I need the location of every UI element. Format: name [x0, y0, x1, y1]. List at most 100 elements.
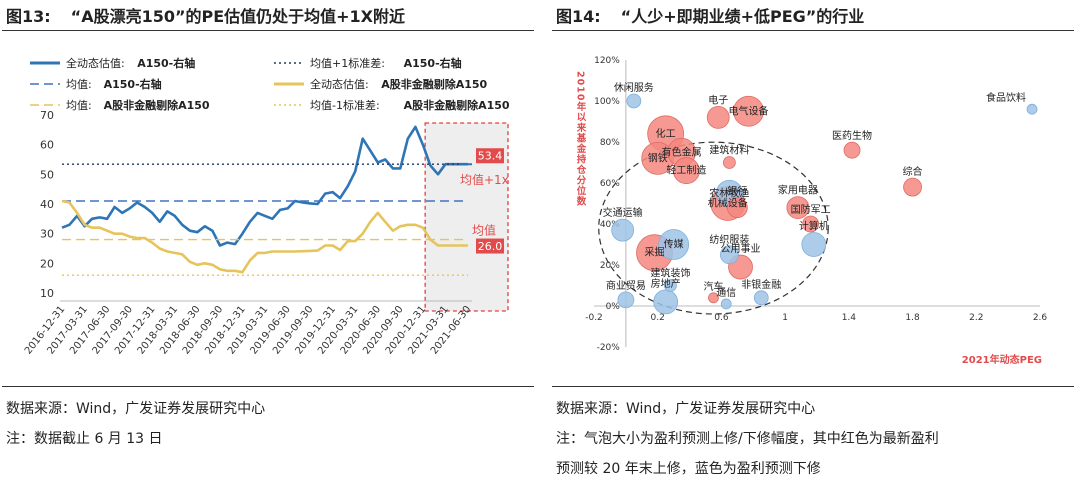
x-axis-title: 2021年动态PEG — [962, 353, 1042, 366]
bubble-休闲服务 — [626, 93, 642, 109]
bubble-银行 — [726, 197, 748, 219]
series-line — [61, 125, 468, 247]
bubble-label: 化工 — [656, 127, 676, 140]
a150-value-label: 53.4 — [478, 150, 503, 163]
right-bottom-rule — [552, 386, 1074, 387]
bubble-传媒 — [658, 229, 690, 260]
right-figure-title: 图14: “人少+即期业绩+低PEG”的行业 — [556, 3, 864, 27]
y-tick-label: 40 — [40, 198, 54, 211]
y-tick-label: -20% — [597, 343, 621, 353]
legend-label: 均值: — [66, 99, 92, 112]
y-tick-label: 20 — [40, 257, 54, 270]
bubble-家用电器 — [786, 196, 810, 220]
bubble-label: 农林牧渔 — [709, 186, 749, 199]
y-tick-label: 10 — [40, 287, 54, 300]
x-tick-label: 1 — [782, 313, 788, 323]
left-title-text: “A股漂亮150”的PE估值仍处于均值+1X附近 — [70, 7, 406, 26]
legend-label: 均值-1标准差: — [310, 98, 380, 112]
bubble-label: 建筑装饰 — [650, 267, 690, 280]
y-tick-label: 100% — [594, 97, 620, 107]
x-tick-label: 1.4 — [842, 313, 857, 323]
left-figure-panel: 图13: “A股漂亮150”的PE估值仍处于均值+1X附近 全动态估值: A150-… — [2, 3, 534, 447]
x-tick-label: 2.6 — [1033, 313, 1048, 323]
right-top-rule — [552, 30, 1074, 31]
bubble-label: 家用电器 — [778, 184, 818, 197]
bubble-label: 通信 — [716, 287, 736, 299]
legend-series-name: A150-右轴 — [404, 56, 462, 70]
legend-series-name: A150-右轴 — [104, 77, 162, 91]
left-figure-number: 图13: — [6, 7, 51, 26]
y-tick-label: 40% — [600, 220, 620, 230]
bubble-非银金融 — [753, 290, 769, 306]
y-tick-label: 60% — [600, 179, 620, 189]
legend-label: 均值+1标准差: — [310, 56, 385, 70]
bubble-国防军工 — [802, 215, 820, 233]
bubble-商业贸易 — [617, 291, 635, 309]
bubble-电气设备 — [733, 95, 764, 127]
bubble-label: 银行 — [727, 185, 747, 198]
bubble-label: 交通运输 — [603, 206, 643, 219]
x-tick-label: 2.2 — [969, 313, 983, 323]
right-note-line2: 预测较 20 年末上修，蓝色为盈利预测下修 — [556, 461, 821, 477]
bubble-房地产 — [653, 289, 679, 315]
bubble-电子 — [706, 106, 730, 129]
bubble-label: 计算机 — [799, 220, 829, 233]
bubble-汽车 — [708, 292, 719, 304]
bubble-label: 医药生物 — [832, 129, 872, 142]
x-tick-label: 0.2 — [651, 313, 665, 323]
bubble-label: 房地产 — [651, 277, 681, 290]
series-line — [61, 199, 468, 274]
bubble-综合 — [903, 177, 922, 197]
bubble-label: 轻工制造 — [666, 164, 706, 177]
legend-label: 全动态估值: — [66, 56, 125, 70]
bubble-计算机 — [801, 232, 827, 257]
legend-series-name: A150-右轴 — [137, 56, 195, 70]
bubble-食品饮料 — [1026, 103, 1038, 115]
y-tick-label: 120% — [594, 56, 620, 66]
left-top-rule — [2, 30, 534, 31]
y-tick-label: 80% — [600, 138, 620, 148]
bubble-label: 电子 — [708, 93, 728, 106]
bubble-label: 电气设备 — [729, 104, 769, 117]
other-value-label: 26.0 — [478, 240, 503, 253]
legend-series-name: A股非金融剔除A150 — [104, 98, 210, 112]
bubble-label: 有色金属 — [662, 145, 702, 158]
mean-label: 均值 — [472, 223, 496, 238]
a150-value-box — [476, 148, 504, 164]
bubble-label: 休闲服务 — [614, 81, 654, 94]
left-bottom-rule — [2, 386, 534, 387]
bubble-label: 机械设备 — [708, 197, 748, 210]
legend-label: 均值: — [66, 78, 92, 91]
left-note: 注：数据截止 6 月 13 日 — [6, 431, 163, 447]
plus1x-label: 均值+1x — [460, 172, 509, 187]
bubble-label: 食品饮料 — [986, 91, 1026, 104]
right-title-text: “人少+即期业绩+低PEG”的行业 — [620, 7, 865, 26]
bubble-交通运输 — [611, 218, 635, 242]
bubble-label: 国防军工 — [791, 203, 831, 216]
bubble-医药生物 — [843, 141, 861, 159]
y-tick-label: 50 — [40, 168, 54, 181]
y-tick-label: 20% — [600, 261, 620, 271]
x-tick-label: -0.2 — [585, 313, 603, 323]
legend-label: 全动态估值: — [310, 77, 369, 91]
x-tick-label: 0.6 — [714, 313, 729, 323]
bubble-纺织服装 — [719, 245, 739, 265]
left-source: 数据来源：Wind，广发证券发展研究中心 — [6, 401, 266, 417]
bubble-label: 汽车 — [703, 280, 723, 293]
bubble-轻工制造 — [672, 157, 700, 185]
legend-series-name: A股非金融剔除A150 — [404, 98, 510, 112]
right-note-line1: 注：气泡大小为盈利预测上修/下修幅度，其中红色为最新盈利 — [556, 431, 939, 447]
bubble-通信 — [720, 298, 732, 310]
bubble-chart: -20% 0% 20% 40% 60% 80% 100% 120% -0.2 0.2 0.6 1 1.4… — [575, 56, 1048, 366]
left-figure-title: 图13: “A股漂亮150”的PE估值仍处于均值+1X附近 — [6, 3, 405, 27]
other-value-box — [476, 238, 504, 254]
y-tick-label: 30 — [40, 228, 54, 241]
y-tick-label: 70 — [40, 109, 54, 122]
legend-series-name: A股非金融剔除A150 — [381, 77, 487, 91]
bubble-label: 公用事业 — [721, 242, 761, 255]
bubble-label: 商业贸易 — [606, 279, 646, 292]
right-figure-number: 图14: — [556, 7, 601, 26]
bubble-建筑装饰 — [664, 279, 677, 292]
y-axis-title: 2010年以来基金持仓分位数 — [575, 71, 588, 206]
bubble-建筑材料 — [722, 156, 736, 169]
